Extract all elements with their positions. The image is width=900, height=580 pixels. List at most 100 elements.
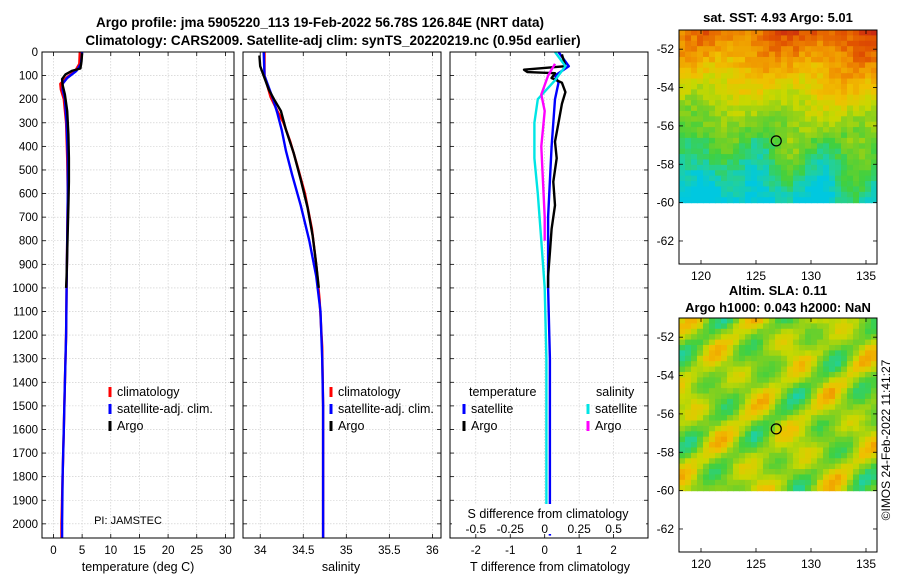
sla_map-cell [685, 415, 692, 422]
sst_map-cell [835, 132, 842, 139]
sla_map-cell [727, 393, 734, 400]
sla_map-cell [727, 371, 734, 378]
sst_map-cell [799, 181, 806, 188]
sla_map-cell [739, 344, 746, 351]
sst_map-cell [739, 67, 746, 74]
sla_map-cell [817, 339, 824, 346]
sst_map-cell [769, 191, 776, 198]
sst_map-cell [835, 181, 842, 188]
sla_map-cell [763, 371, 770, 378]
sst_map-cell [703, 116, 710, 123]
sla_map-cell [757, 415, 764, 422]
sst_map-cell [685, 164, 692, 171]
sla_map-cell [871, 388, 877, 395]
sst_map-cell [757, 137, 764, 144]
sst_map-cell [871, 67, 877, 74]
sla_map-cell [739, 339, 746, 346]
sst_map-cell [829, 191, 836, 198]
sst_map-cell [787, 148, 794, 155]
sla_map-cell [775, 425, 782, 432]
sla_map-cell [841, 409, 848, 416]
sla_map-cell [793, 469, 800, 476]
sst_map-cell [685, 170, 692, 177]
sla_map-cell [721, 485, 728, 492]
sst_map-cell [841, 94, 848, 101]
sst_map-cell [811, 94, 818, 101]
sla_map-cell [793, 409, 800, 416]
sst_map-cell [835, 30, 842, 36]
sla_map-cell [859, 420, 866, 427]
sla_map-cell [757, 452, 764, 459]
sst_map-cell [823, 154, 830, 161]
sla_map-cell [691, 350, 698, 357]
sla_map-cell [817, 442, 824, 449]
sla_map-cell [871, 366, 877, 373]
sla_map-cell [751, 366, 758, 373]
sst_map-cell [745, 56, 752, 63]
sla_map-cell [853, 469, 860, 476]
sla_map-cell [775, 323, 782, 330]
sla_map-cell [811, 398, 818, 405]
sst_map-cell [691, 164, 698, 171]
sla_map-cell [853, 452, 860, 459]
sst_map-cell [799, 67, 806, 74]
sst_map-cell [757, 143, 764, 150]
sst_map-cell [697, 137, 704, 144]
sst_map-cell [679, 94, 686, 101]
sla_map-cell [757, 334, 764, 341]
sla_map-cell [799, 361, 806, 368]
sst_map-cell [721, 46, 728, 53]
sla_map-cell [805, 485, 812, 492]
sst_map-cell [781, 67, 788, 74]
sst_map-cell [817, 137, 824, 144]
sst_map-cell [733, 186, 740, 193]
sla_map-cell [859, 382, 866, 389]
sla_map-cell [763, 436, 770, 443]
sst_map-cell [793, 143, 800, 150]
sla_map-cell [709, 371, 716, 378]
salinity-panel: 34 34.5 35 35.5 36salinityclimatologysatelli… [242, 51, 442, 574]
sst_map-cell [703, 164, 710, 171]
sst_map-cell [847, 110, 854, 117]
sst_map-cell [805, 83, 812, 90]
sla_map-cell [703, 382, 710, 389]
sla_map-cell [781, 409, 788, 416]
sst_map-cell [775, 132, 782, 139]
sst_map-cell [697, 73, 704, 80]
sst_map-cell [721, 73, 728, 80]
sla_map-cell [739, 318, 746, 324]
sst_map-cell [769, 62, 776, 69]
sst_map-cell [763, 100, 770, 107]
sst_map-cell [811, 100, 818, 107]
sst_map-cell [805, 110, 812, 117]
sla_map-cell [859, 388, 866, 395]
sst_map-cell [715, 132, 722, 139]
sla_map-cell [787, 425, 794, 432]
sst_map-cell [757, 62, 764, 69]
sla_map-cell [733, 398, 740, 405]
sla_map-cell [751, 458, 758, 465]
sst_map-cell [871, 181, 877, 188]
sst_map-cell [835, 35, 842, 42]
sla_map-cell [853, 436, 860, 443]
sla_map-cell [757, 447, 764, 454]
sla_map-cell [859, 366, 866, 373]
depth-tick-label: 0 [32, 47, 38, 59]
sst_map-cell [769, 94, 776, 101]
sla_map-cell [799, 447, 806, 454]
sla_map-cell [871, 404, 877, 411]
sst_map-cell [853, 132, 860, 139]
sst_map-cell [691, 73, 698, 80]
sst_map-cell [715, 46, 722, 53]
sst_map-cell [703, 40, 710, 47]
sla_map-cell [865, 469, 872, 476]
sla_map-cell [715, 350, 722, 357]
sst_map-cell [865, 35, 872, 42]
sla_map-cell [739, 458, 746, 465]
sst_map-cell [757, 116, 764, 123]
sst_map-cell [781, 148, 788, 155]
sst_map-cell [781, 110, 788, 117]
sla_map-cell [727, 452, 734, 459]
sla_map-cell [787, 452, 794, 459]
sla_map-cell [757, 404, 764, 411]
